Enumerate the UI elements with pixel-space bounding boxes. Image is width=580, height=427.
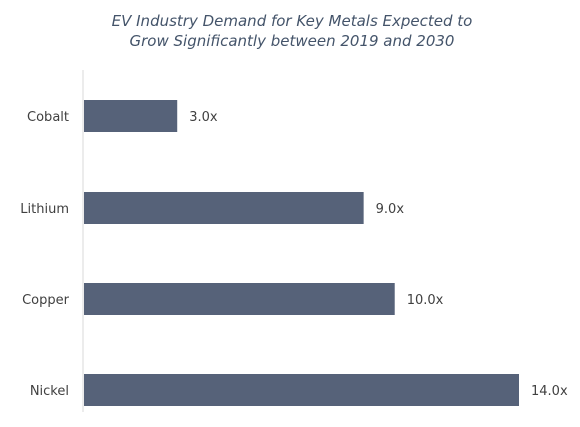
value-label-nickel: 14.0x bbox=[531, 384, 568, 399]
value-label-lithium: 9.0x bbox=[376, 202, 405, 217]
value-label-copper: 10.0x bbox=[407, 293, 444, 308]
bars-group: Cobalt 3.0x Lithium 9.0x Copper 10.0x Nickel 14… bbox=[20, 100, 568, 406]
bar-lithium bbox=[84, 192, 364, 224]
category-label-lithium: Lithium bbox=[20, 202, 69, 217]
bar-nickel bbox=[84, 374, 519, 406]
category-label-nickel: Nickel bbox=[30, 384, 69, 399]
category-label-cobalt: Cobalt bbox=[27, 110, 69, 125]
bar-cobalt bbox=[84, 100, 178, 132]
category-label-copper: Copper bbox=[22, 293, 70, 308]
chart-title-line-1: EV Industry Demand for Key Metals Expect… bbox=[112, 12, 473, 30]
value-label-cobalt: 3.0x bbox=[189, 110, 218, 125]
bar-copper bbox=[84, 283, 395, 315]
chart-title-line-2: Grow Significantly between 2019 and 2030 bbox=[130, 32, 455, 50]
